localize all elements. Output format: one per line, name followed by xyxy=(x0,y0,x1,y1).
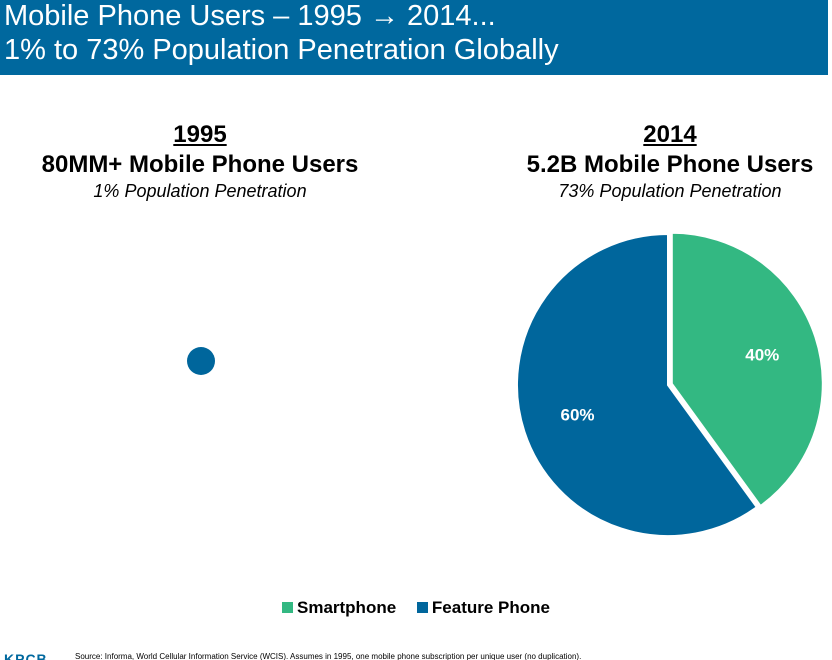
title-bar: Mobile Phone Users – 1995 → 2014... 1% t… xyxy=(0,0,828,75)
legend-item-feature-phone: Feature Phone xyxy=(416,598,550,618)
legend-swatch xyxy=(416,602,428,613)
users-1995-dot xyxy=(187,347,215,375)
title-line-1: Mobile Phone Users – 1995 → 2014... xyxy=(4,0,496,32)
year-label: 1995 xyxy=(173,121,227,148)
legend-label: Smartphone xyxy=(296,598,397,617)
pie-slice-smartphone xyxy=(670,231,824,508)
pie-data-label: 40% xyxy=(745,345,779,364)
header-2014: 2014 5.2B Mobile Phone Users 73% Populat… xyxy=(500,121,832,202)
pie-data-label: 60% xyxy=(561,405,595,424)
kpcb-logo: KPCB xyxy=(4,651,48,660)
legend: Smartphone Feature Phone xyxy=(0,598,832,618)
year-label: 2014 xyxy=(643,121,697,148)
penetration-label: 1% Population Penetration xyxy=(93,181,307,201)
legend-swatch xyxy=(281,602,293,613)
legend-item-smartphone: Smartphone xyxy=(281,598,397,618)
footer: KPCB Source: Informa, World Cellular Inf… xyxy=(0,650,832,660)
title-line-2: 1% to 73% Population Penetration Globall… xyxy=(4,34,559,66)
pie-slice-feature-phone xyxy=(516,232,759,537)
users-label: 80MM+ Mobile Phone Users xyxy=(41,151,359,178)
legend-label: Feature Phone xyxy=(431,598,550,617)
header-1995: 1995 80MM+ Mobile Phone Users 1% Populat… xyxy=(0,121,400,202)
source-note: Source: Informa, World Cellular Informat… xyxy=(75,652,582,660)
penetration-label: 73% Population Penetration xyxy=(558,181,782,201)
users-label: 5.2B Mobile Phone Users xyxy=(526,151,814,178)
